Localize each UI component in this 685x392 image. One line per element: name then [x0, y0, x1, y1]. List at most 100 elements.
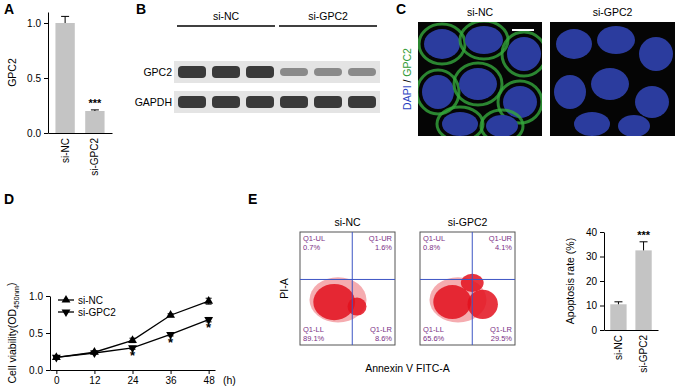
blot-band — [314, 96, 342, 108]
nucleus — [442, 112, 478, 136]
tick-mark — [44, 133, 48, 134]
nucleus — [618, 115, 650, 136]
marks — [52, 296, 213, 362]
y-axis-title-part: ) — [5, 282, 17, 286]
error-stem — [65, 16, 66, 23]
quadrant-name: Q1-UR — [489, 234, 513, 243]
tick: 0.0 — [29, 365, 50, 376]
axis-line — [48, 13, 49, 134]
error-cap — [206, 304, 212, 305]
nucleus — [591, 68, 629, 100]
tick: 1.0 — [29, 291, 50, 302]
y-axis: 010203040 — [586, 227, 605, 336]
micrograph — [550, 22, 675, 136]
tick-label: 1.0 — [29, 291, 43, 302]
image-title: si-GPC2 — [593, 6, 633, 18]
tick-label: 0.0 — [29, 365, 43, 376]
tick-label: 30 — [586, 251, 598, 262]
bar — [635, 250, 651, 330]
marker — [52, 355, 61, 363]
quadrant-value: 1.6% — [375, 243, 392, 252]
tick-label: 0.0 — [27, 128, 41, 139]
nucleus — [554, 75, 586, 109]
nucleus — [459, 68, 497, 100]
axis-line — [49, 133, 113, 134]
tick-label: si-NC — [613, 335, 624, 360]
tick: 30 — [586, 251, 604, 262]
membrane-stain — [481, 110, 523, 136]
tick-mark — [209, 370, 210, 374]
blot-band — [314, 68, 342, 76]
tick-mark — [46, 370, 50, 371]
group-label: si-GPC2 — [308, 10, 348, 22]
tick-mark — [46, 333, 50, 334]
quadrant-name: Q1-UR — [369, 234, 393, 243]
plot-frame — [300, 232, 395, 345]
tick-mark — [171, 370, 172, 374]
blot-band — [178, 66, 206, 78]
tick: 0.5 — [29, 328, 50, 339]
tick-label: 0.5 — [29, 328, 43, 339]
scale-bar — [512, 29, 534, 31]
quadrant-value: 65.6% — [423, 334, 445, 343]
marker — [90, 350, 99, 358]
category-tick: si-NC — [613, 330, 624, 360]
error-bar — [640, 242, 648, 251]
marker — [204, 296, 213, 304]
bar-chart: 010203040si-NCsi-GPC2Apoptosis rate (%)*… — [564, 227, 659, 373]
quadrant-value: 89.1% — [303, 334, 325, 343]
annotation: *** — [88, 97, 102, 109]
nucleus — [635, 86, 669, 118]
quadrant-line — [300, 279, 395, 280]
blot-band — [348, 68, 376, 76]
blot-band — [348, 96, 376, 108]
quadrant-name: Q1-LL — [423, 325, 444, 334]
tick-mark — [44, 78, 48, 79]
nucleus — [639, 37, 673, 71]
tick-mark — [600, 232, 604, 233]
legend-label: si-NC — [78, 295, 103, 306]
y-axis: 0.0 0.5 1.0 — [29, 291, 50, 376]
tick: 24 — [127, 370, 139, 386]
nucleus — [486, 115, 518, 136]
tick-label: si-GPC2 — [89, 138, 100, 176]
marker — [166, 310, 175, 318]
nucleus — [422, 75, 454, 109]
tick-label: 36 — [166, 375, 178, 386]
stain-label-part: GPC2 — [401, 48, 413, 77]
error-cap — [614, 301, 622, 302]
tick-label: 0 — [591, 325, 597, 336]
category-tick: si-NC — [60, 133, 71, 163]
membrane-stain — [454, 63, 502, 105]
nucleus — [503, 86, 537, 118]
bar-chart: 0.00.51.0 si-NC si-GPC2 GPC2 *** — [6, 13, 113, 176]
error-bar — [91, 110, 99, 111]
nucleus — [556, 29, 592, 59]
y-axis: 0.00.51.0 — [27, 13, 48, 139]
stain-label: DAPI / GPC2 — [401, 48, 413, 110]
quadrant-value: 4.1% — [495, 243, 512, 252]
blot-strip — [174, 61, 380, 83]
error-cap — [640, 241, 648, 242]
tick: 12 — [89, 370, 101, 386]
annotation: * — [168, 335, 174, 350]
x-axis-title: (h) — [223, 374, 236, 386]
tick-label: 24 — [127, 375, 139, 386]
quadrant-value: 0.7% — [303, 243, 320, 252]
axis-line — [50, 297, 51, 371]
stain-label-part: DAPI — [401, 85, 413, 110]
error-bar — [61, 16, 69, 23]
tick-label: 40 — [586, 227, 598, 238]
y-axis-title: GPC2 — [6, 58, 18, 87]
marks — [55, 16, 104, 133]
error-cap — [91, 109, 99, 110]
blot-band — [246, 96, 274, 108]
tick-label: 12 — [89, 375, 101, 386]
image-background — [550, 22, 675, 136]
panel-label: B — [136, 1, 146, 17]
error-bar — [614, 302, 622, 304]
population — [310, 277, 367, 322]
quadrant-line — [472, 232, 473, 345]
tick: 0 — [54, 370, 60, 386]
quadrant-name: Q1-LR — [490, 325, 513, 334]
